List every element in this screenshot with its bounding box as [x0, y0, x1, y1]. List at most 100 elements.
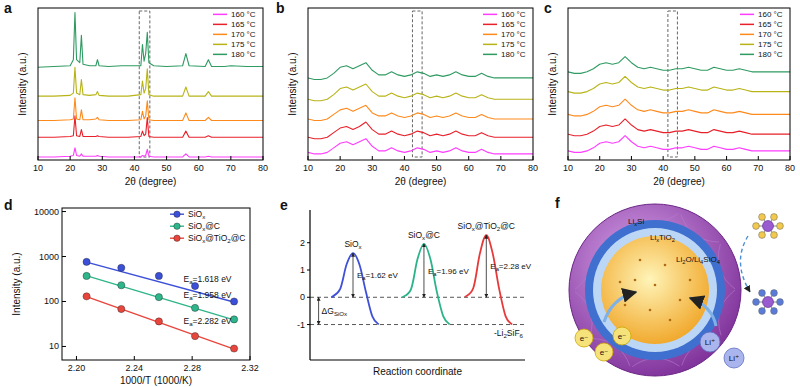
ion-label: Li⁺	[729, 354, 739, 363]
point	[155, 272, 162, 279]
ligand	[771, 290, 778, 297]
text-run: d	[4, 197, 13, 213]
x-tick	[134, 356, 135, 360]
text-run: 175 °C	[231, 40, 256, 49]
text-run: @C	[231, 233, 246, 243]
series-group	[568, 57, 790, 153]
y-tick	[307, 242, 310, 243]
x-tick-label: 40	[399, 163, 409, 173]
text-run: 60	[464, 163, 474, 173]
legend-label: SiOx@TiO2@C	[188, 233, 245, 244]
x-tick	[436, 156, 437, 160]
electron	[575, 329, 593, 347]
series-line	[308, 122, 533, 139]
text-run: 2.24	[126, 363, 144, 373]
panel-1: 1020304050607080160 °C165 °C170 °C175 °C…	[287, 8, 538, 187]
series-line	[308, 84, 533, 101]
y-tick	[62, 346, 66, 347]
text-run: 20	[65, 163, 75, 173]
core-dot	[649, 309, 652, 312]
text-run: 10	[563, 163, 573, 173]
x-tick-label: 30	[367, 163, 377, 173]
core-dot	[679, 299, 682, 302]
y-tick-label: 0	[300, 292, 305, 302]
text-run: SiO	[458, 221, 473, 231]
series-group	[83, 258, 238, 352]
electron-label: e⁻	[600, 348, 609, 357]
ligand	[777, 223, 784, 230]
x-axis-label: 2θ (degree)	[125, 176, 177, 187]
point	[230, 298, 237, 305]
x-tick	[568, 156, 569, 160]
text-run: Li⁺	[729, 354, 739, 363]
text-run: 60	[194, 163, 204, 173]
text-run: @C	[425, 230, 440, 240]
panel-0: 1020304050607080160 °C165 °C170 °C175 °C…	[17, 8, 268, 187]
text-run: e	[280, 197, 288, 213]
x-tick-label: 20	[595, 163, 605, 173]
electron-label: e⁻	[580, 334, 589, 343]
panel-label: d	[4, 197, 13, 213]
text-run: 0	[300, 292, 305, 302]
li-ion	[700, 332, 720, 352]
text-run: 30	[367, 163, 377, 173]
panel-f: LixSiLixTiO2Li2O/Li4SiO4e⁻e⁻e⁻Li⁺Li⁺	[569, 204, 783, 376]
legend-swatch	[740, 14, 754, 16]
energy-curve	[465, 235, 512, 324]
energy-curve	[402, 244, 449, 325]
decomposition-arrow	[740, 236, 750, 292]
text-run: 50	[162, 163, 172, 173]
legend-label: SiOx	[188, 209, 205, 220]
point	[191, 304, 198, 311]
panel-label: f	[555, 195, 560, 211]
text-run: 30	[97, 163, 107, 173]
text-run: 60	[722, 163, 732, 173]
text-run: x	[202, 213, 205, 220]
legend-swatch	[213, 24, 227, 26]
text-run: 70	[226, 163, 236, 173]
text-run: 1000	[39, 252, 59, 262]
text-run: b	[276, 0, 285, 16]
y-tick	[307, 270, 310, 271]
legend-swatch	[483, 24, 497, 26]
point	[155, 318, 162, 325]
series-line	[568, 99, 790, 116]
plot-frame	[38, 8, 263, 160]
y-tick-label: 1000	[39, 252, 59, 262]
x-tick-label: 30	[626, 163, 636, 173]
text-run: f	[555, 195, 560, 211]
legend-label: 170 °C	[501, 30, 526, 39]
x-tick	[599, 156, 600, 160]
series-line	[568, 57, 790, 74]
legend-swatch	[213, 54, 227, 56]
legend-label: 165 °C	[231, 20, 256, 29]
ligand	[753, 299, 760, 306]
x-tick-label: 2.28	[183, 363, 201, 373]
text-run: 170 °C	[231, 30, 256, 39]
legend-swatch	[740, 44, 754, 46]
text-run: 2.28	[183, 363, 201, 373]
text-run: 20	[335, 163, 345, 173]
annotation: Ea=1.958 eV	[183, 290, 231, 301]
legend-label: 160 °C	[758, 10, 783, 19]
tio2-layer	[585, 220, 725, 360]
x-axis-label: Reaction coordinate	[373, 366, 462, 377]
series-line	[38, 67, 263, 96]
text-run: Intensity (a.u.)	[547, 52, 558, 115]
x-axis-label: 2θ (degree)	[395, 176, 447, 187]
ligand	[759, 232, 766, 239]
legend-marker	[174, 235, 180, 241]
x-tick	[76, 356, 77, 360]
x-tick-label: 20	[335, 163, 345, 173]
text-run: 2θ (degree)	[653, 176, 705, 187]
text-run: 80	[258, 163, 268, 173]
curve-label: SiOx@TiO2@C	[458, 221, 515, 232]
y-tick	[307, 324, 310, 325]
y-tick	[62, 211, 66, 212]
ion-label: Li⁺	[705, 338, 715, 347]
text-run: 170 °C	[758, 30, 783, 39]
x-tick	[102, 156, 103, 160]
point	[155, 294, 162, 301]
text-run: 2θ (degree)	[395, 176, 447, 187]
text-run: 2.20	[68, 363, 86, 373]
